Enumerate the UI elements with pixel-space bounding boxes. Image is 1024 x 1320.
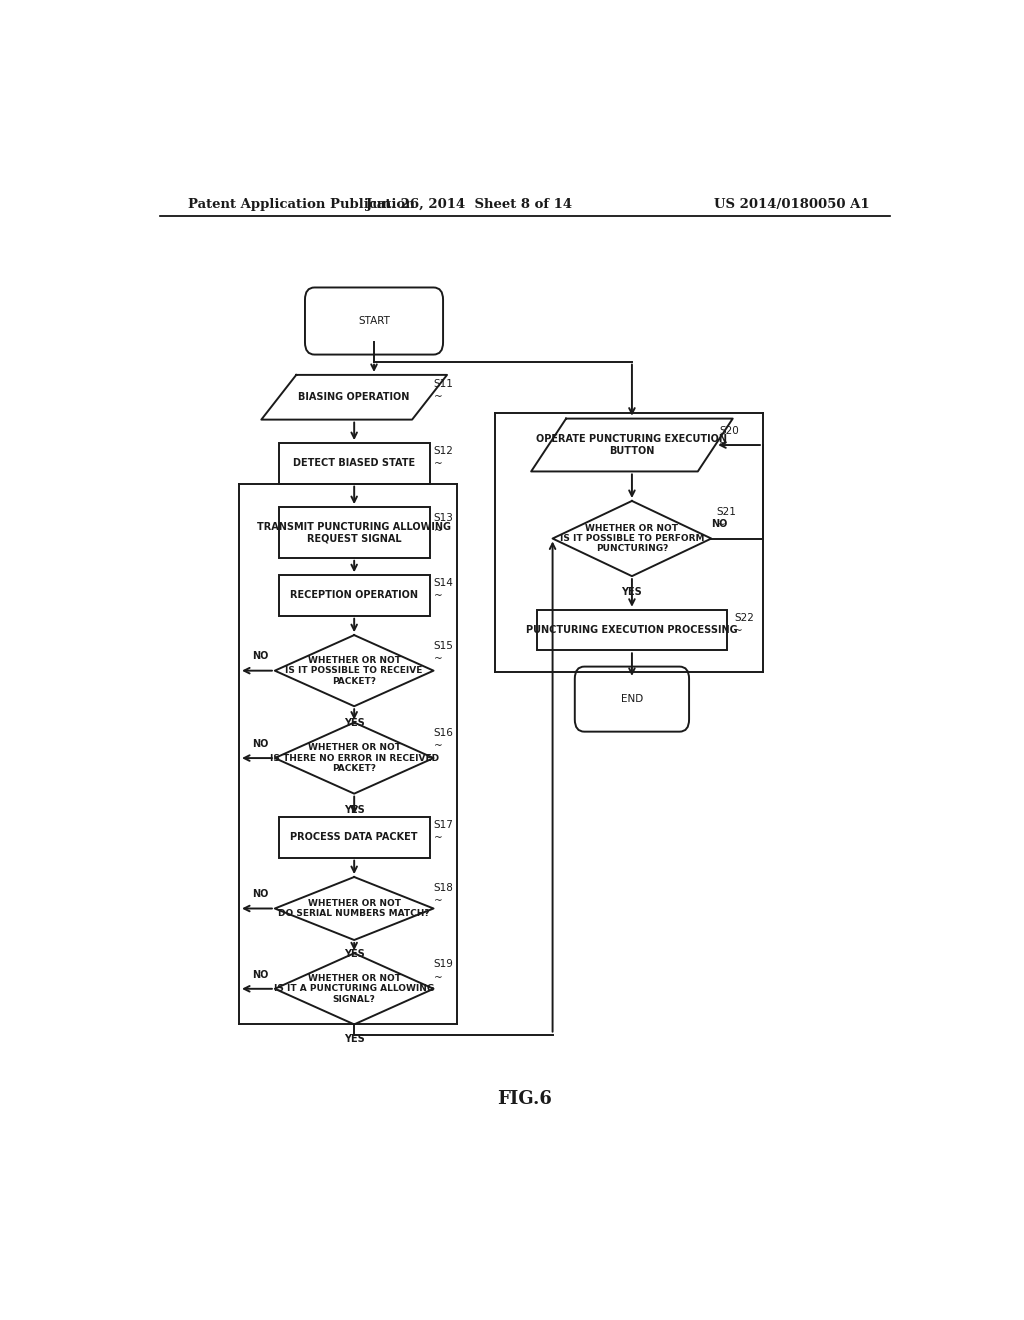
Text: YES: YES xyxy=(344,949,365,960)
Text: WHETHER OR NOT
IS IT POSSIBLE TO RECEIVE
PACKET?: WHETHER OR NOT IS IT POSSIBLE TO RECEIVE… xyxy=(286,656,423,685)
Bar xyxy=(537,610,727,651)
Text: NO: NO xyxy=(252,890,268,899)
Polygon shape xyxy=(553,500,712,576)
Text: FIG.6: FIG.6 xyxy=(498,1089,552,1107)
Text: ~: ~ xyxy=(433,896,442,907)
Text: US 2014/0180050 A1: US 2014/0180050 A1 xyxy=(715,198,870,211)
Text: Patent Application Publication: Patent Application Publication xyxy=(187,198,415,211)
Text: S13: S13 xyxy=(433,513,454,523)
FancyBboxPatch shape xyxy=(574,667,689,731)
Text: BIASING OPERATION: BIASING OPERATION xyxy=(298,392,410,403)
Text: S16: S16 xyxy=(433,727,454,738)
Text: NO: NO xyxy=(252,652,268,661)
Text: YES: YES xyxy=(344,718,365,727)
Polygon shape xyxy=(261,375,447,420)
Text: S15: S15 xyxy=(433,642,454,651)
Text: S17: S17 xyxy=(433,820,454,830)
Text: WHETHER OR NOT
IS IT POSSIBLE TO PERFORM
PUNCTURING?: WHETHER OR NOT IS IT POSSIBLE TO PERFORM… xyxy=(560,524,705,553)
Text: S12: S12 xyxy=(433,446,454,457)
Text: WHETHER OR NOT
DO SERIAL NUMBERS MATCH?: WHETHER OR NOT DO SERIAL NUMBERS MATCH? xyxy=(279,899,430,919)
Text: DETECT BIASED STATE: DETECT BIASED STATE xyxy=(293,458,416,469)
Text: ~: ~ xyxy=(433,973,442,982)
Text: ~: ~ xyxy=(719,440,728,449)
Text: S22: S22 xyxy=(734,612,755,623)
Text: ~: ~ xyxy=(433,655,442,664)
Text: ~: ~ xyxy=(433,741,442,751)
Text: PROCESS DATA PACKET: PROCESS DATA PACKET xyxy=(291,833,418,842)
Text: ~: ~ xyxy=(433,392,442,403)
Text: RECEPTION OPERATION: RECEPTION OPERATION xyxy=(290,590,418,601)
FancyBboxPatch shape xyxy=(305,288,443,355)
Text: YES: YES xyxy=(344,1034,365,1044)
Bar xyxy=(279,507,430,558)
Text: WHETHER OR NOT
IS THERE NO ERROR IN RECEIVED
PACKET?: WHETHER OR NOT IS THERE NO ERROR IN RECE… xyxy=(269,743,438,774)
Bar xyxy=(279,444,430,483)
Text: WHETHER OR NOT
IS IT A PUNCTURING ALLOWING
SIGNAL?: WHETHER OR NOT IS IT A PUNCTURING ALLOWI… xyxy=(274,974,434,1003)
Text: OPERATE PUNCTURING EXECUTION
BUTTON: OPERATE PUNCTURING EXECUTION BUTTON xyxy=(537,434,727,455)
Text: TRANSMIT PUNCTURING ALLOWING
REQUEST SIGNAL: TRANSMIT PUNCTURING ALLOWING REQUEST SIG… xyxy=(257,521,452,544)
Text: ~: ~ xyxy=(734,626,743,636)
Text: S14: S14 xyxy=(433,578,454,589)
Polygon shape xyxy=(274,635,433,706)
Polygon shape xyxy=(274,722,433,793)
Text: ~: ~ xyxy=(433,833,442,843)
Bar xyxy=(279,817,430,858)
Text: ~: ~ xyxy=(433,527,442,536)
Text: PUNCTURING EXECUTION PROCESSING: PUNCTURING EXECUTION PROCESSING xyxy=(526,624,737,635)
Text: YES: YES xyxy=(622,587,642,598)
Text: S18: S18 xyxy=(433,883,454,894)
Text: S11: S11 xyxy=(433,379,454,389)
Polygon shape xyxy=(274,876,433,940)
Text: NO: NO xyxy=(711,519,727,529)
Text: S21: S21 xyxy=(717,507,736,517)
Bar xyxy=(279,576,430,616)
Text: ~: ~ xyxy=(717,520,726,531)
Text: NO: NO xyxy=(252,739,268,748)
Polygon shape xyxy=(531,418,733,471)
Text: Jun. 26, 2014  Sheet 8 of 14: Jun. 26, 2014 Sheet 8 of 14 xyxy=(367,198,572,211)
Text: S19: S19 xyxy=(433,960,454,969)
Text: ~: ~ xyxy=(433,459,442,469)
Text: ~: ~ xyxy=(433,591,442,602)
Polygon shape xyxy=(274,953,433,1024)
Text: NO: NO xyxy=(252,970,268,979)
Text: YES: YES xyxy=(344,805,365,814)
Text: S20: S20 xyxy=(719,426,739,436)
Text: START: START xyxy=(358,315,390,326)
Text: END: END xyxy=(621,694,643,704)
